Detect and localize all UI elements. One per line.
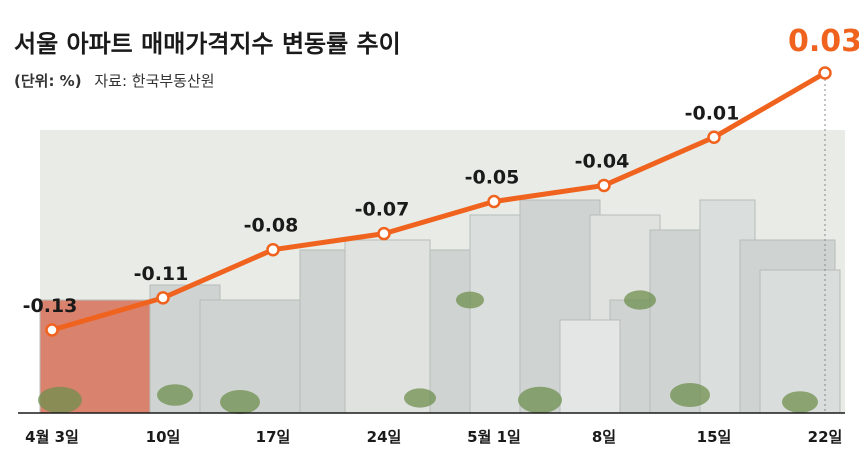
data-label: 0.03 xyxy=(788,24,859,59)
x-tick-label: 17일 xyxy=(256,428,291,446)
data-point-marker xyxy=(377,226,391,241)
data-label: -0.05 xyxy=(465,167,520,189)
data-label: -0.07 xyxy=(355,199,410,221)
data-label: -0.01 xyxy=(685,102,740,124)
data-point-marker xyxy=(487,194,501,209)
data-label: -0.08 xyxy=(244,215,299,237)
source-label: 자료: 한국부동산원 xyxy=(94,72,214,90)
photo-building xyxy=(469,214,526,414)
photo-tree xyxy=(670,383,710,407)
photo-tree xyxy=(624,290,656,310)
photo-building xyxy=(759,269,841,414)
chart-unit: (단위: %) 자료: 한국부동산원 xyxy=(14,72,215,90)
data-point-marker xyxy=(597,178,611,193)
photo-tree xyxy=(220,390,260,414)
apartment-photo-background xyxy=(38,130,845,414)
x-tick-label: 8일 xyxy=(592,428,616,446)
x-tick-label: 10일 xyxy=(146,428,181,446)
photo-building xyxy=(559,319,621,414)
photo-tree xyxy=(157,384,193,406)
x-tick-label: 4월 3일 xyxy=(25,428,79,446)
data-label-group: -0.13 -0.11 -0.08 -0.07 -0.05 -0.04 -0.01 0.03 xyxy=(23,24,859,317)
data-point-marker xyxy=(45,323,59,337)
data-point-marker xyxy=(707,130,721,144)
x-tick-label: 15일 xyxy=(697,428,732,446)
photo-tree xyxy=(38,386,82,414)
photo-tree xyxy=(404,388,436,408)
data-point-marker xyxy=(156,291,170,305)
data-label: -0.11 xyxy=(134,263,189,285)
photo-tree xyxy=(456,291,484,309)
data-point-marker xyxy=(266,242,280,257)
series-line-group xyxy=(45,66,832,337)
x-tick-group: 4월 3일 10일 17일 24일 5월 1일 8일 15일 22일 xyxy=(25,428,842,446)
x-tick-label: 22일 xyxy=(808,428,843,446)
photo-building xyxy=(344,239,431,414)
data-label: -0.04 xyxy=(575,150,630,172)
photo-tree xyxy=(782,391,818,413)
series-line xyxy=(49,70,828,333)
data-point-marker xyxy=(818,66,832,80)
data-label: -0.13 xyxy=(23,295,78,317)
x-tick-label: 5월 1일 xyxy=(467,428,521,446)
x-tick-label: 24일 xyxy=(367,428,402,446)
photo-tree xyxy=(518,386,562,414)
chart-title: 서울 아파트 매매가격지수 변동률 추이 xyxy=(14,30,401,58)
unit-label: (단위: %) xyxy=(14,72,82,90)
